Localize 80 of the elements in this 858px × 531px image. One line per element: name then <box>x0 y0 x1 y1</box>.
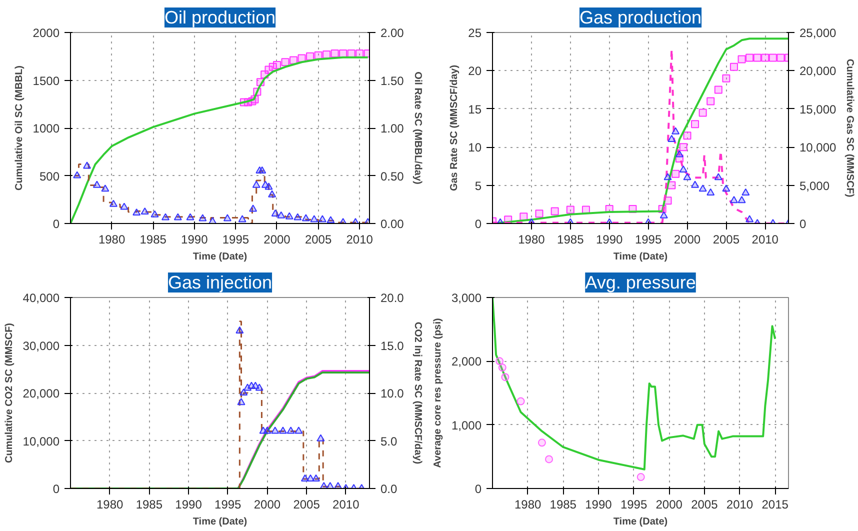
y-tick-label: 5 <box>474 178 482 193</box>
y2-tick-label: 25,000 <box>800 26 837 40</box>
y-tick-label: 0 <box>52 482 60 496</box>
x-tick-label: 1980 <box>96 498 124 512</box>
x-tick-label: 1985 <box>550 498 577 512</box>
y-tick-label: 1,000 <box>451 418 482 432</box>
x-axis-title: Time (Date) <box>192 252 248 262</box>
y-tick-label: 1500 <box>32 74 60 88</box>
x-tick-label: 2005 <box>691 498 718 512</box>
y-tick-label: 20 <box>468 64 482 78</box>
x-tick-label: 2010 <box>752 232 779 246</box>
y2-tick-label: 5.0 <box>380 434 398 448</box>
x-tick-label: 2015 <box>762 498 789 512</box>
y2-tick-label: 1.50 <box>380 74 404 88</box>
x-tick-label: 1990 <box>181 232 208 246</box>
x-tick-label: 1985 <box>557 232 584 246</box>
y-tick-label: 20,000 <box>22 386 60 400</box>
x-tick-label: 1990 <box>175 498 202 512</box>
x-axis-title: Time (Date) <box>613 516 668 528</box>
x-tick-label: 2010 <box>346 232 374 246</box>
x-tick-label: 1980 <box>518 232 546 246</box>
y-tick-label: 2000 <box>32 26 60 40</box>
y2-axis-title: CO2 Inj Rate SC (MMSCF/day) <box>412 322 423 464</box>
y-axis-title: Average core res pressure (psi) <box>432 318 444 468</box>
x-tick-label: 2000 <box>674 232 701 246</box>
y-tick-label: 40,000 <box>22 291 60 305</box>
y2-tick-label: 1.00 <box>380 122 404 136</box>
y-tick-label: 500 <box>39 169 60 184</box>
y2-tick-label: 20,000 <box>800 64 837 78</box>
y-axis-title: Gas Rate SC (MMSCF/day) <box>449 64 460 192</box>
x-tick-label: 2000 <box>254 498 281 512</box>
y2-tick-label: 10.0 <box>380 386 404 400</box>
y-tick-label: 10 <box>468 140 482 155</box>
y-tick-label: 0 <box>474 217 482 231</box>
y2-tick-label: 0.50 <box>380 169 404 184</box>
y2-tick-label: 5,000 <box>800 178 830 193</box>
x-tick-label: 2005 <box>304 232 332 246</box>
x-tick-label: 2005 <box>293 498 320 512</box>
y2-tick-label: 10,000 <box>800 140 837 155</box>
y-tick-label: 3,000 <box>451 291 482 305</box>
x-tick-label: 1995 <box>222 232 250 246</box>
x-axis-title: Time (Date) <box>613 252 668 262</box>
y-tick-label: 2,000 <box>451 354 482 369</box>
x-tick-label: 1985 <box>140 232 167 246</box>
x-tick-label: 1995 <box>620 498 648 512</box>
y2-axis-title: Oil Rate SC (MBBL/day) <box>412 72 423 184</box>
y-tick-label: 10,000 <box>22 434 60 448</box>
y-axis-title: Cumulative Oil SC (MBBL) <box>14 65 25 190</box>
x-tick-label: 2005 <box>712 232 740 246</box>
chart-title: Oil production <box>164 8 276 28</box>
x-tick-label: 1980 <box>514 498 542 512</box>
y-tick-label: 1000 <box>32 122 60 136</box>
y2-tick-label: 0.0 <box>380 482 398 496</box>
chart-title: Avg. pressure <box>585 272 696 292</box>
y2-tick-label: 2.00 <box>380 26 404 40</box>
y-tick-label: 30,000 <box>22 338 60 353</box>
y-tick-label: 0 <box>474 482 482 496</box>
x-tick-label: 1985 <box>136 498 163 512</box>
y-axis-title: Cumulative CO2 SC (MMSCF) <box>4 322 15 464</box>
y2-tick-label: 0 <box>800 217 806 231</box>
x-tick-label: 1995 <box>214 498 242 512</box>
chart-title: Gas production <box>579 8 702 28</box>
y2-tick-label: 15.0 <box>380 338 404 353</box>
y2-tick-label: 15,000 <box>800 102 837 116</box>
x-axis-title: Time (Date) <box>192 516 248 528</box>
x-tick-label: 2010 <box>726 498 754 512</box>
y2-axis-title: Cumulative Gas SC (MMSCF) <box>844 58 856 198</box>
x-tick-label: 1980 <box>98 232 126 246</box>
x-tick-label: 1990 <box>596 232 624 246</box>
x-tick-label: 2000 <box>656 498 683 512</box>
chart-title: Gas injection <box>168 272 272 292</box>
x-tick-label: 1995 <box>634 232 662 246</box>
x-tick-label: 2000 <box>264 232 291 246</box>
y-tick-label: 15 <box>468 102 482 116</box>
y-tick-label: 0 <box>52 217 60 231</box>
y-tick-label: 25 <box>468 26 482 40</box>
y2-tick-label: 20.0 <box>380 291 404 305</box>
y2-tick-label: 0.00 <box>380 217 404 231</box>
x-tick-label: 1990 <box>585 498 612 512</box>
x-tick-label: 2010 <box>332 498 360 512</box>
